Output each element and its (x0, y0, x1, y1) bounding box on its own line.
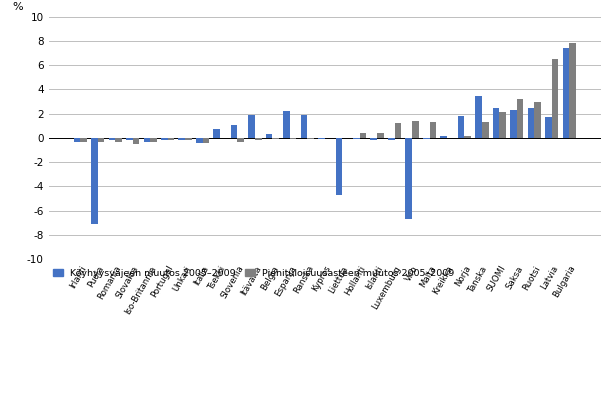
Bar (248, 115, 255, 138)
Bar (300, 115, 307, 138)
Bar (231, 125, 237, 138)
Bar (115, 138, 122, 142)
Bar (552, 59, 558, 138)
Bar (360, 133, 366, 138)
Bar (73, 138, 80, 142)
Text: %: % (13, 2, 23, 12)
Bar (178, 138, 185, 140)
Bar (534, 102, 541, 138)
Bar (430, 122, 436, 138)
Bar (482, 122, 489, 138)
Bar (213, 130, 220, 138)
Bar (109, 138, 115, 140)
Bar (307, 138, 314, 139)
Bar (133, 138, 140, 144)
Bar (353, 138, 360, 139)
Bar (395, 123, 401, 138)
Bar (464, 135, 471, 138)
Bar (412, 121, 419, 138)
Bar (283, 111, 290, 138)
Bar (237, 138, 244, 142)
Bar (440, 135, 447, 138)
Bar (545, 117, 552, 138)
Bar (126, 138, 133, 140)
Bar (569, 43, 576, 138)
Bar (266, 134, 273, 138)
Bar (273, 138, 279, 139)
Bar (196, 138, 203, 143)
Bar (527, 108, 534, 138)
Bar (493, 108, 500, 138)
Bar (458, 116, 464, 138)
Bar (563, 48, 569, 138)
Bar (423, 138, 430, 139)
Bar (500, 112, 506, 138)
Bar (336, 138, 342, 195)
Bar (318, 138, 325, 139)
Bar (517, 99, 523, 138)
Bar (150, 138, 157, 142)
Bar (168, 138, 174, 140)
Bar (185, 138, 192, 140)
Bar (388, 138, 395, 140)
Bar (80, 138, 87, 142)
Bar (290, 138, 296, 139)
Bar (98, 138, 104, 142)
Bar (370, 138, 377, 140)
Bar (143, 138, 150, 142)
Bar (475, 95, 482, 138)
Bar (405, 138, 412, 219)
Bar (203, 138, 209, 143)
Bar (255, 138, 262, 140)
Bar (377, 133, 384, 138)
Bar (510, 110, 517, 138)
Legend: Köyhyysvajeen muutos 2005–2009, Pienituloisuusasteen muutos 2005–2009: Köyhyysvajeen muutos 2005–2009, Pienitul… (53, 269, 455, 278)
Bar (161, 138, 168, 140)
Bar (91, 138, 98, 224)
